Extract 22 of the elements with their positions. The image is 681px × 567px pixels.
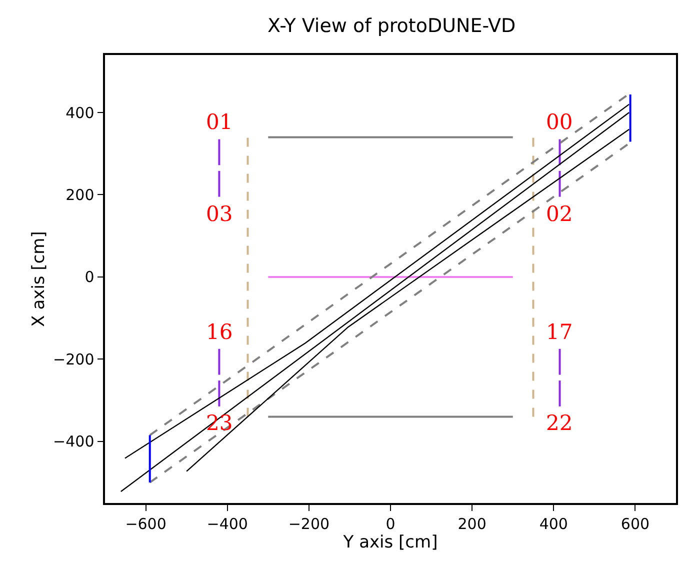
series-label: 00 [546, 110, 573, 134]
x-tick-label: −400 [206, 514, 248, 533]
x-tick-label: 400 [539, 514, 568, 533]
x-tick-label: −200 [288, 514, 330, 533]
y-tick-label: 0 [84, 268, 94, 286]
series-label: 03 [206, 202, 233, 226]
x-tick-label: 600 [620, 514, 650, 533]
chart-title: X-Y View of protoDUNE-VD [268, 15, 516, 38]
series-label: 22 [546, 411, 573, 435]
y-axis-title: X axis [cm] [29, 231, 50, 327]
y-tick-label: 400 [66, 104, 94, 122]
x-axis-title: Y axis [cm] [342, 532, 438, 553]
x-tick-label: 200 [458, 514, 486, 533]
y-tick-label: −200 [53, 350, 94, 368]
x-tick-label: 0 [386, 514, 396, 533]
y-tick-label: 200 [66, 186, 94, 204]
series-label: 16 [206, 320, 233, 344]
series-label: 17 [546, 320, 573, 344]
x-tick-label: −600 [125, 514, 166, 533]
series-label: 02 [546, 202, 573, 226]
series-label: 01 [206, 110, 233, 134]
y-tick-label: −400 [53, 432, 94, 451]
